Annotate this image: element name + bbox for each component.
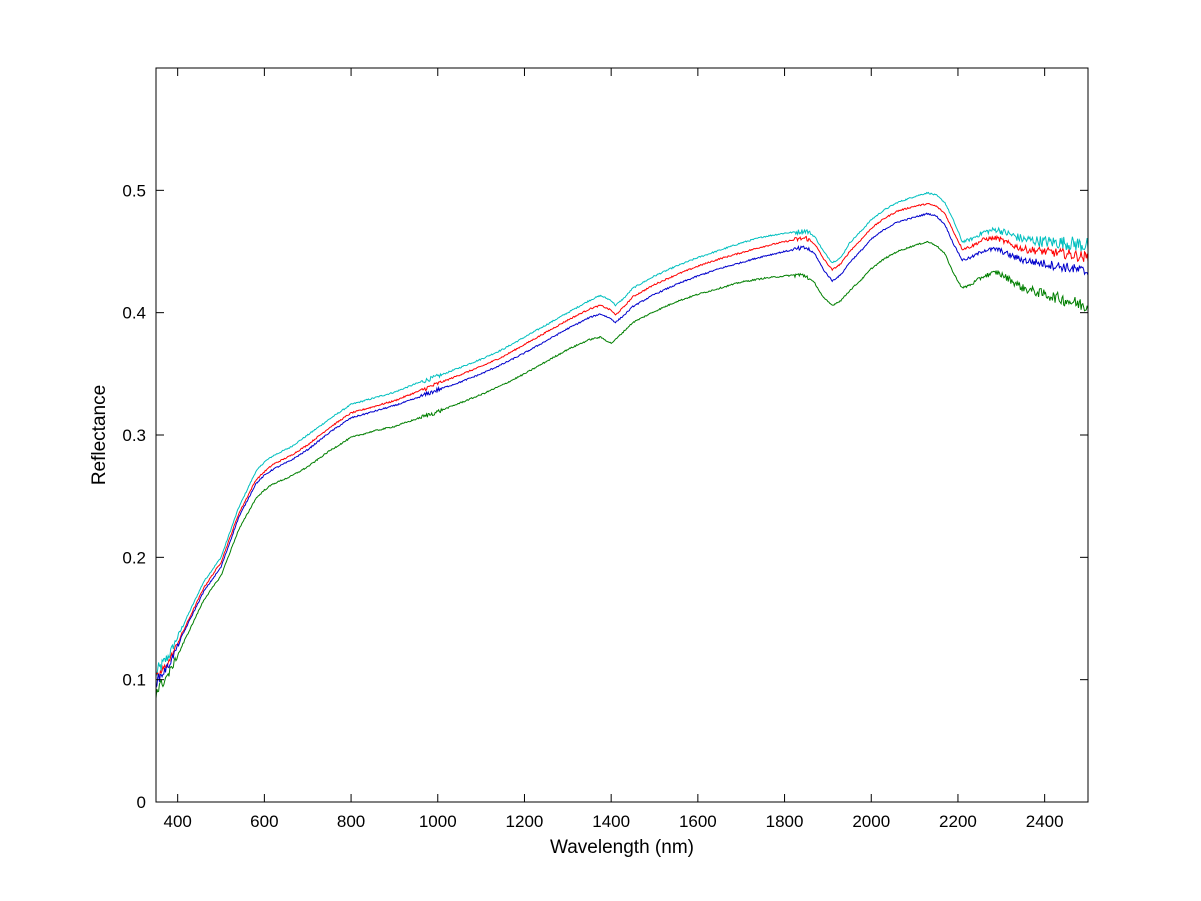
x-tick-label: 400	[163, 812, 191, 831]
series-line-2	[155, 202, 1089, 678]
y-tick-label: 0.5	[122, 181, 146, 200]
y-tick-label: 0.2	[122, 548, 146, 567]
x-tick-label: 2400	[1026, 812, 1064, 831]
y-tick-label: 0	[137, 793, 146, 812]
x-tick-label: 1000	[419, 812, 457, 831]
y-tick-label: 0.4	[122, 304, 146, 323]
x-tick-label: 600	[250, 812, 278, 831]
series-group	[155, 191, 1089, 699]
x-tick-label: 1400	[592, 812, 630, 831]
y-tick-label: 0.3	[122, 426, 146, 445]
x-tick-label: 800	[337, 812, 365, 831]
x-tick-label: 2000	[852, 812, 890, 831]
y-tick-labels: 0 0.1 0.2 0.3 0.4 0.5	[122, 181, 146, 812]
x-tick-label: 1800	[766, 812, 804, 831]
x-tick-labels: 400 600 800 1000 1200 1400 1600 1800 2000 2200 240…	[163, 812, 1063, 831]
series-line-3	[155, 212, 1089, 688]
x-tick-label: 1200	[506, 812, 544, 831]
x-tick-label: 1600	[679, 812, 717, 831]
axis-ticks	[156, 68, 1088, 803]
x-axis-label: Wavelength (nm)	[550, 837, 694, 858]
y-tick-label: 0.1	[122, 671, 146, 690]
series-line-1	[155, 191, 1089, 676]
plot-frame	[155, 67, 1089, 803]
y-axis-label: Reflectance	[89, 385, 110, 485]
plot-area	[156, 68, 1088, 802]
x-tick-label: 2200	[939, 812, 977, 831]
series-line-4	[155, 240, 1089, 699]
